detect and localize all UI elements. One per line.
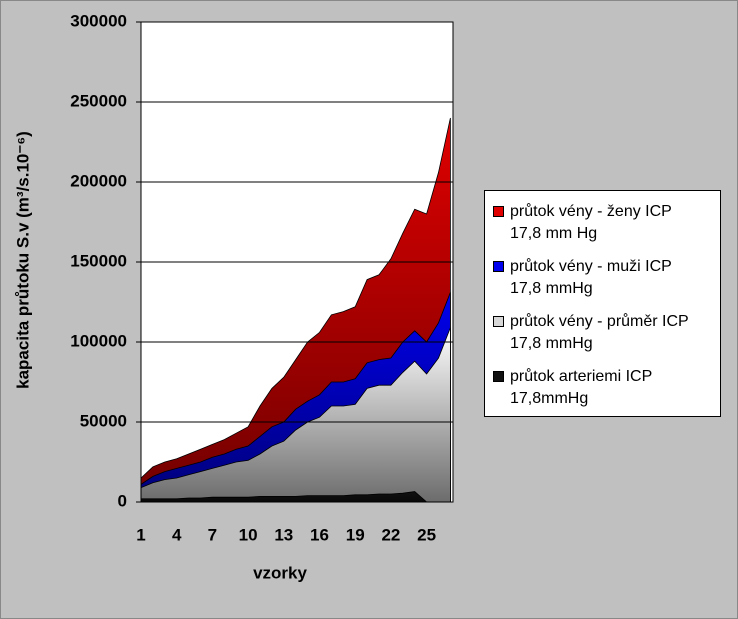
legend: průtok vény - ženy ICP 17,8 mm Hg průtok … — [484, 190, 721, 417]
y-tick-label: 100000 — [70, 331, 127, 350]
plot-border — [140, 21, 454, 503]
x-tick-label: 7 — [208, 525, 217, 544]
x-tick-label: 13 — [274, 525, 293, 544]
x-tick-label: 1 — [136, 525, 145, 544]
x-tick-label: 16 — [310, 525, 329, 544]
legend-item: průtok vény - ženy ICP 17,8 mm Hg — [493, 201, 720, 245]
y-tick-label: 200000 — [70, 171, 127, 190]
legend-label: průtok vény - muži ICP 17,8 mmHg — [510, 258, 672, 297]
x-tick-label: 4 — [172, 525, 182, 544]
y-tick-label: 250000 — [70, 91, 127, 110]
area — [140, 491, 428, 503]
legend-label: průtok arteriemi ICP 17,8mmHg — [510, 368, 653, 407]
x-axis-title: vzorky — [253, 563, 307, 582]
x-tick-label: 10 — [239, 525, 258, 544]
legend-label: průtok vény - průměr ICP 17,8 mmHg — [510, 313, 689, 352]
y-axis-title: kapacita průtoku S.v (m³/s.10⁻⁶) — [13, 131, 32, 389]
legend-swatch — [493, 261, 504, 272]
y-tick-label: 0 — [118, 491, 127, 510]
x-tick-label: 22 — [381, 525, 400, 544]
legend-item: průtok vény - průměr ICP 17,8 mmHg — [493, 311, 720, 355]
x-tick-label: 19 — [346, 525, 365, 544]
legend-swatch — [493, 371, 504, 382]
legend-item: průtok arteriemi ICP 17,8mmHg — [493, 366, 720, 410]
x-tick-label: 25 — [417, 525, 436, 544]
legend-label: průtok vény - ženy ICP 17,8 mm Hg — [510, 203, 672, 242]
area — [140, 327, 451, 503]
legend-item: průtok vény - muži ICP 17,8 mmHg — [493, 256, 720, 300]
legend-swatch — [493, 206, 504, 217]
legend-swatch — [493, 316, 504, 327]
y-tick-label: 50000 — [80, 411, 127, 430]
y-tick-label: 150000 — [70, 251, 127, 270]
y-tick-label: 300000 — [70, 11, 127, 30]
